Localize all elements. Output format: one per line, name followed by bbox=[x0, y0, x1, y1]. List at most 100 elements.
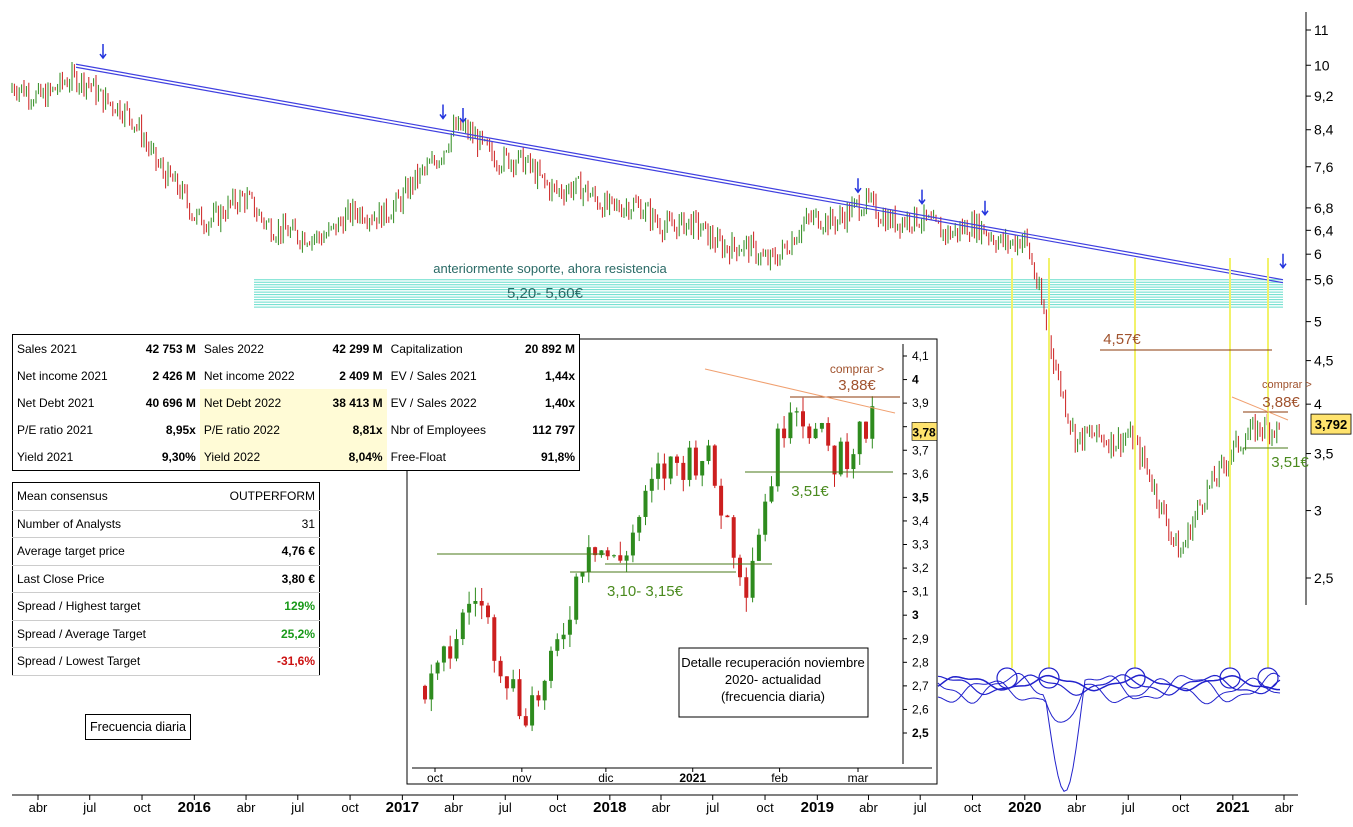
inset-y-tick-label: 2,9 bbox=[912, 632, 929, 646]
financials-label: Yield 2022 bbox=[199, 443, 318, 471]
consensus-row: Spread / Lowest Target -31,6% bbox=[12, 647, 320, 676]
inset-y-tick-label: 4,1 bbox=[912, 349, 929, 363]
x-tick-label: 2019 bbox=[801, 799, 834, 816]
financials-value: 1,44x bbox=[544, 368, 575, 383]
inset-candle-body bbox=[675, 456, 679, 463]
touch-arrow-icon bbox=[981, 200, 989, 217]
x-tick-label: abr bbox=[29, 800, 48, 815]
financials-label: EV / Sales 2022 bbox=[390, 395, 477, 410]
inset-y-tick-label: 3,3 bbox=[912, 538, 929, 552]
financials-value: 42 753 M bbox=[145, 341, 196, 356]
inset-candle-body bbox=[523, 716, 528, 726]
inset-y-tick-label: 2,6 bbox=[912, 702, 929, 716]
touch-arrow-icon bbox=[99, 44, 107, 60]
inset-caption-box bbox=[678, 647, 869, 718]
inset-candle-body bbox=[498, 660, 503, 677]
x-tick-label: oct bbox=[549, 800, 567, 815]
last-price-label: 3,792 bbox=[1315, 417, 1348, 432]
x-tick-label: jul bbox=[290, 800, 304, 815]
y-tick-label: 9,2 bbox=[1314, 88, 1334, 104]
inset-candle-body bbox=[864, 421, 868, 439]
financials-value: 8,81x bbox=[317, 416, 387, 443]
financials-label: Yield 2021 bbox=[17, 449, 74, 464]
inset-candle-body bbox=[605, 550, 610, 557]
inset-y-tick-label: 3,6 bbox=[912, 467, 929, 481]
consensus-row: Mean consensus OUTPERFORM bbox=[12, 482, 320, 511]
x-tick-label: abr bbox=[859, 800, 878, 815]
financials-label: Net Debt 2021 bbox=[17, 395, 95, 410]
inset-candle-body bbox=[769, 486, 774, 502]
consensus-table: Mean consensus OUTPERFORM Number of Analys… bbox=[12, 482, 320, 676]
short-trendline bbox=[1231, 396, 1289, 421]
inset-annotation-label: comprar > bbox=[830, 362, 884, 376]
inset-y-tick-label: 2,5 bbox=[912, 726, 929, 740]
consensus-label: Spread / Average Target bbox=[12, 620, 195, 648]
inset-candle-body bbox=[681, 462, 686, 480]
y-tick-label: 8,4 bbox=[1314, 122, 1334, 138]
inset-x-tick-label: feb bbox=[771, 771, 788, 785]
y-tick-label: 3,5 bbox=[1314, 446, 1334, 462]
inset-candle-body bbox=[486, 605, 490, 618]
y-tick-label: 10 bbox=[1314, 57, 1330, 73]
consensus-value: OUTPERFORM bbox=[194, 482, 320, 511]
inset-candle-body bbox=[423, 685, 427, 700]
inset-short-trendline bbox=[704, 368, 896, 414]
consensus-row: Spread / Highest target 129% bbox=[12, 592, 320, 621]
consensus-value: 31 bbox=[194, 510, 320, 538]
inset-candle-body bbox=[819, 423, 824, 429]
inset-candle-body bbox=[574, 576, 579, 620]
inset-candle-body bbox=[542, 680, 547, 701]
inset-candle-body bbox=[788, 412, 793, 439]
last-price-badge bbox=[1310, 413, 1352, 435]
inset-x-tick-label: mar bbox=[848, 771, 869, 785]
oscillator-line bbox=[937, 674, 1280, 692]
inset-candle-body bbox=[731, 517, 736, 558]
inset-candles bbox=[423, 396, 875, 732]
inset-candle-body bbox=[630, 532, 635, 556]
financials-label: EV / Sales 2021 bbox=[390, 368, 477, 383]
inset-x-tick-label: dic bbox=[598, 771, 613, 785]
inset-candle-body bbox=[586, 547, 591, 573]
oscillator-panel bbox=[937, 672, 1281, 792]
resistance-zone-caption: anteriormente soporte, ahora resistencia bbox=[433, 261, 667, 276]
financials-label: Sales 2021 bbox=[17, 341, 78, 356]
x-tick-label: jul bbox=[705, 800, 719, 815]
financials-label: Sales 2022 bbox=[203, 341, 264, 356]
inset-candle-body bbox=[454, 639, 459, 659]
financials-value: 91,8% bbox=[540, 449, 575, 464]
annotation-label: comprar > bbox=[1262, 379, 1312, 391]
y-tick-label: 6,8 bbox=[1314, 200, 1334, 216]
inset-candle-body bbox=[687, 447, 692, 480]
consensus-label: Last Close Price bbox=[12, 565, 195, 593]
consensus-label: Mean consensus bbox=[12, 482, 195, 511]
inset-annotation-label: 3,10- 3,15€ bbox=[607, 583, 684, 600]
inset-candle-body bbox=[429, 673, 434, 700]
inset-candle-body bbox=[530, 695, 535, 726]
x-tick-label: abr bbox=[1275, 800, 1294, 815]
touch-arrow-icon bbox=[439, 104, 447, 120]
y-tick-label: 5 bbox=[1314, 314, 1322, 330]
inset-candle-body bbox=[441, 646, 446, 663]
inset-candle-body bbox=[693, 447, 698, 476]
inset-candle-body bbox=[794, 411, 799, 413]
x-tick-label: abr bbox=[652, 800, 671, 815]
inset-caption-line: 2020- actualidad bbox=[725, 672, 821, 687]
financials-value: 112 797 bbox=[532, 422, 575, 437]
inset-annotation-label: 3,51€ bbox=[791, 483, 829, 500]
consensus-label: Average target price bbox=[12, 537, 195, 566]
x-tick-label: jul bbox=[913, 800, 927, 815]
inset-candle-body bbox=[504, 676, 509, 689]
inset-candle-body bbox=[725, 515, 730, 518]
x-tick-label: jul bbox=[1121, 800, 1135, 815]
inset-candle-body bbox=[567, 619, 572, 635]
inset-annotation-label: 3,88€ bbox=[838, 377, 876, 394]
inset-candle-body bbox=[712, 445, 717, 486]
consensus-row: Last Close Price 3,80 € bbox=[12, 565, 320, 593]
inset-candle-body bbox=[435, 662, 440, 674]
inset-y-tick-label: 2,7 bbox=[912, 679, 929, 693]
inset-candle-body bbox=[750, 560, 755, 598]
inset-y-tick-label: 3,2 bbox=[912, 561, 929, 575]
y-tick-label: 5,6 bbox=[1314, 272, 1334, 288]
inset-candle-body bbox=[637, 516, 642, 533]
x-tick-label: oct bbox=[341, 800, 359, 815]
